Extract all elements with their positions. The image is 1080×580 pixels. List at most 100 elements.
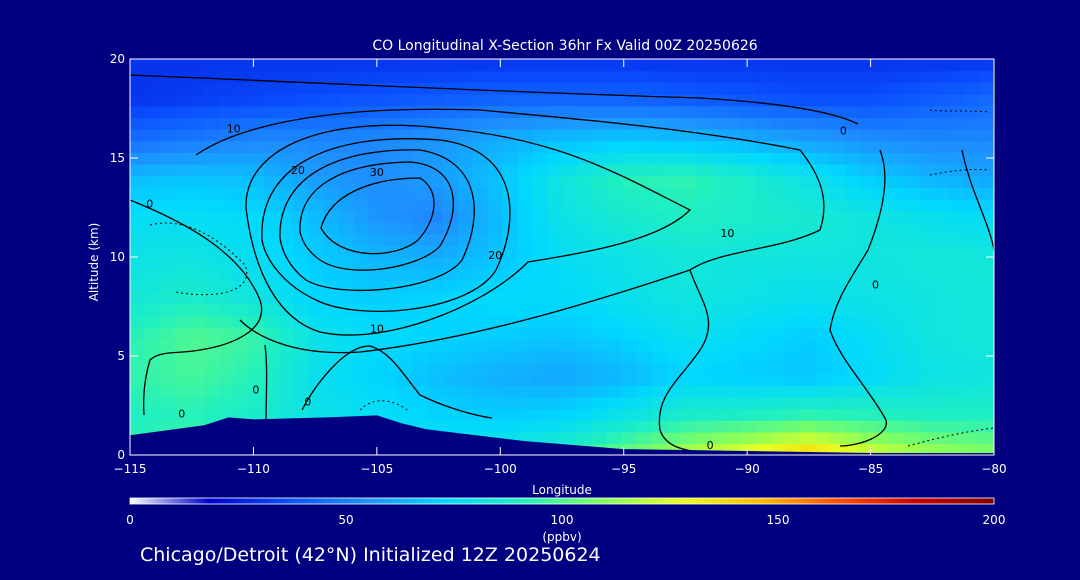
- heat-cell: [621, 163, 638, 177]
- heat-cell: [398, 59, 414, 72]
- heat-cell: [770, 140, 787, 153]
- heat-cell: [576, 140, 593, 153]
- heat-cell: [144, 82, 161, 95]
- heat-cell: [249, 408, 265, 421]
- heat-cell: [874, 222, 891, 235]
- heat-cell: [681, 163, 697, 177]
- heat-cell: [532, 350, 548, 363]
- heat-cell: [219, 175, 236, 188]
- heat-cell: [919, 233, 936, 247]
- heat-cell: [174, 291, 191, 305]
- heat-cell: [130, 257, 146, 270]
- heat-cell: [711, 431, 727, 445]
- heat-cell: [815, 373, 831, 386]
- heat-cell: [740, 140, 757, 153]
- heat-cell: [293, 152, 310, 165]
- heat-cell: [249, 280, 265, 293]
- heat-cell: [413, 291, 429, 305]
- heat-cell: [845, 163, 861, 177]
- heat-cell: [651, 59, 668, 72]
- heat-cell: [547, 280, 563, 293]
- heat-cell: [770, 373, 787, 386]
- heat-cell: [383, 210, 399, 223]
- heat-cell: [859, 408, 876, 421]
- heat-cell: [547, 82, 563, 95]
- heat-cell: [949, 233, 965, 247]
- heat-cell: [442, 361, 459, 375]
- heat-cell: [279, 280, 295, 293]
- heat-cell: [144, 303, 161, 316]
- heat-cell: [979, 373, 994, 386]
- heat-cell: [815, 338, 831, 351]
- heat-cell: [308, 385, 325, 398]
- heat-cell: [472, 93, 489, 107]
- heat-cell: [919, 280, 936, 293]
- heat-cell: [904, 420, 921, 433]
- heat-cell: [442, 163, 459, 177]
- heat-cell: [144, 187, 161, 200]
- heat-cell: [189, 82, 206, 95]
- heat-cell: [711, 210, 727, 223]
- heat-cell: [666, 280, 682, 293]
- heat-cell: [651, 93, 668, 107]
- heat-cell: [815, 233, 831, 247]
- heat-cell: [487, 233, 504, 247]
- heat-cell: [666, 431, 682, 445]
- heat-cell: [502, 385, 519, 398]
- heat-cell: [755, 385, 772, 398]
- heat-cell: [740, 210, 757, 223]
- heat-cell: [874, 338, 891, 351]
- heat-cell: [130, 408, 146, 421]
- heat-cell: [338, 315, 355, 328]
- heat-cell: [666, 82, 682, 95]
- heat-cell: [144, 245, 161, 258]
- heat-cell: [353, 93, 370, 107]
- heat-cell: [755, 338, 772, 351]
- heat-cell: [725, 280, 742, 293]
- heat-cell: [562, 222, 578, 235]
- heat-cell: [472, 222, 489, 235]
- heat-cell: [964, 350, 980, 363]
- heat-cell: [368, 210, 384, 223]
- heat-cell: [711, 222, 727, 235]
- heat-cell: [800, 338, 816, 351]
- heat-cell: [338, 245, 355, 258]
- heat-cell: [830, 268, 846, 281]
- heat-cell: [725, 385, 742, 398]
- heat-cell: [666, 245, 682, 258]
- heat-cell: [517, 420, 533, 433]
- heat-cell: [889, 70, 906, 83]
- heat-cell: [845, 105, 861, 118]
- heat-cell: [442, 338, 459, 351]
- heat-cell: [189, 315, 206, 328]
- heat-cell: [934, 280, 951, 293]
- heat-cell: [845, 70, 861, 83]
- heat-cell: [144, 408, 161, 421]
- heat-cell: [204, 315, 221, 328]
- heat-cell: [874, 245, 891, 258]
- heat-cell: [204, 117, 221, 130]
- heat-cell: [815, 315, 831, 328]
- heat-cell: [502, 245, 519, 258]
- heat-cell: [383, 82, 399, 95]
- heat-cell: [800, 70, 816, 83]
- heat-cell: [845, 385, 861, 398]
- heat-cell: [517, 93, 533, 107]
- heat-cell: [949, 105, 965, 118]
- heat-cell: [264, 268, 280, 281]
- heat-cell: [964, 326, 980, 340]
- heat-cell: [800, 361, 816, 375]
- heat-cell: [159, 326, 176, 340]
- heat-cell: [964, 245, 980, 258]
- heat-cell: [591, 326, 608, 340]
- heat-cell: [606, 105, 623, 118]
- heat-cell: [413, 350, 429, 363]
- heat-cell: [904, 315, 921, 328]
- heat-cell: [338, 373, 355, 386]
- heat-cell: [621, 175, 638, 188]
- heat-cell: [174, 280, 191, 293]
- heat-cell: [696, 431, 712, 445]
- heat-cell: [234, 291, 250, 305]
- heat-cell: [159, 385, 176, 398]
- heat-cell: [279, 222, 295, 235]
